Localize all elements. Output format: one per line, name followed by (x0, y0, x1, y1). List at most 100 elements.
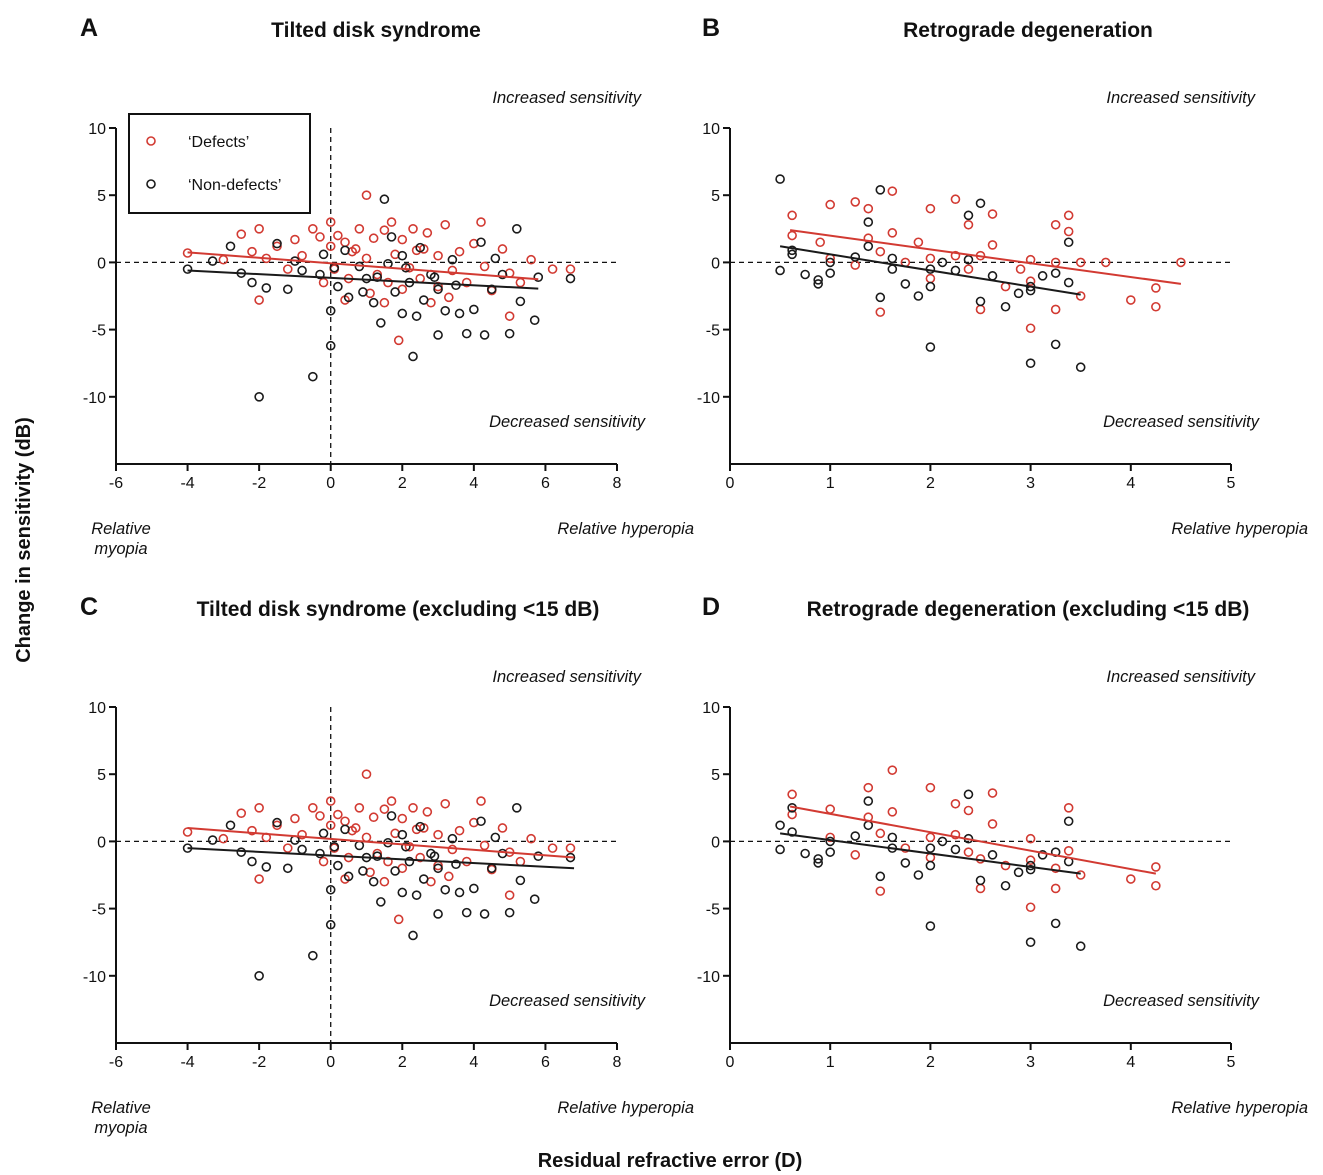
panel-title: Tilted disk syndrome (excluding <15 dB) (197, 598, 600, 621)
data-point (850, 850, 861, 860)
data-point (1050, 339, 1061, 350)
x-tick-label: 0 (726, 475, 735, 492)
data-point (533, 272, 544, 282)
x-tick-label: 2 (398, 1054, 407, 1071)
data-point (963, 805, 974, 816)
data-point (850, 197, 861, 207)
x-tick-label: 6 (541, 1054, 550, 1071)
data-point (379, 225, 390, 235)
data-point (925, 342, 936, 352)
data-point (1050, 268, 1061, 278)
data-point (325, 820, 336, 831)
data-point (813, 279, 823, 289)
annotation-decreased-sensitivity: Decreased sensitivity (1103, 992, 1261, 1010)
data-point (340, 816, 350, 827)
data-point (361, 190, 372, 200)
data-point (393, 335, 404, 346)
data-point (497, 244, 508, 254)
panel-letter: A (80, 14, 98, 42)
data-point (368, 812, 379, 823)
data-point (1151, 862, 1161, 872)
data-point (900, 279, 911, 289)
data-point (787, 827, 797, 837)
series-non-defects (775, 789, 1086, 952)
data-point (1126, 295, 1136, 305)
data-point (490, 253, 501, 264)
data-point (408, 351, 418, 362)
data-point (775, 265, 785, 276)
data-point (397, 308, 408, 319)
annotation-decreased-sensitivity: Decreased sensitivity (1103, 413, 1261, 431)
data-point (329, 841, 340, 852)
data-point (900, 858, 911, 868)
annotation-increased-sensitivity: Increased sensitivity (492, 89, 642, 107)
data-point (963, 264, 974, 274)
data-point (850, 260, 861, 270)
data-point (340, 245, 350, 256)
data-point (440, 884, 451, 895)
data-point (1037, 271, 1048, 281)
series-non-defects (775, 174, 1086, 373)
data-point (433, 829, 443, 840)
data-point (433, 250, 443, 261)
annotation-relative-myopia: Relative myopia (91, 1099, 151, 1137)
data-point (863, 203, 874, 214)
data-point (825, 199, 836, 210)
data-point (963, 219, 974, 230)
data-point (863, 820, 874, 831)
data-point (504, 907, 515, 918)
data-point (254, 224, 264, 234)
data-point (350, 823, 361, 833)
data-point (290, 813, 300, 824)
data-point (386, 796, 397, 806)
data-point (887, 807, 898, 817)
data-point (390, 866, 400, 876)
y-tick-label: -5 (706, 902, 720, 919)
y-tick-label: 10 (702, 700, 720, 717)
data-point (533, 851, 544, 861)
data-point (225, 820, 236, 831)
data-point (1025, 833, 1036, 844)
data-point (987, 788, 998, 798)
data-point (775, 844, 785, 855)
data-point (887, 765, 898, 775)
data-point (565, 843, 576, 853)
data-point (1013, 288, 1024, 299)
data-point (461, 277, 472, 288)
data-point (404, 841, 415, 852)
data-point (511, 224, 522, 234)
data-point (925, 273, 936, 284)
data-point (386, 217, 397, 227)
data-point (318, 856, 329, 867)
data-point (247, 825, 257, 836)
data-point (476, 237, 486, 248)
data-point (775, 174, 785, 184)
data-point (254, 391, 264, 402)
data-point (433, 330, 443, 340)
data-point (297, 844, 307, 855)
data-point (1013, 867, 1024, 878)
data-point (900, 843, 911, 853)
data-point (354, 840, 365, 851)
data-point (290, 234, 300, 245)
data-point (497, 269, 508, 280)
data-point (440, 305, 451, 316)
data-point (368, 297, 379, 308)
data-point (433, 863, 443, 874)
data-point (440, 798, 451, 809)
data-point (987, 209, 998, 219)
series-non-defects (182, 802, 576, 981)
x-tick-label: 8 (613, 1054, 622, 1071)
data-point (975, 875, 986, 886)
data-point (308, 802, 318, 813)
data-point (825, 832, 836, 843)
annotation-relative-hyperopia: Relative hyperopia (1171, 520, 1308, 538)
regression-line (779, 245, 1081, 296)
data-point (411, 311, 422, 321)
data-point (218, 254, 229, 265)
data-point (297, 829, 307, 840)
x-tick-label: 2 (926, 475, 935, 492)
data-point (925, 782, 936, 793)
data-point (282, 863, 293, 874)
data-point (1025, 864, 1036, 875)
